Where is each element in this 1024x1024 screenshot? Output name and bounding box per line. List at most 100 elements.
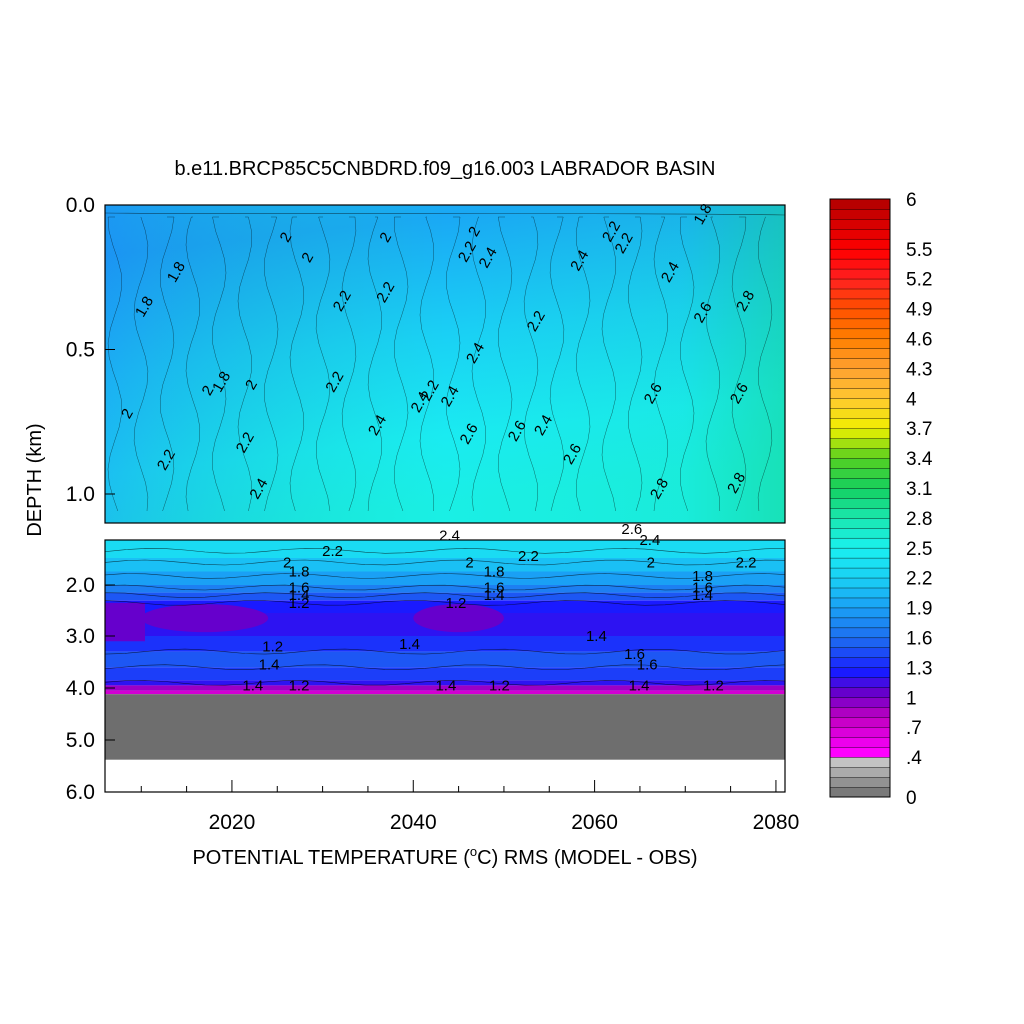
depth-band <box>105 651 785 668</box>
colorbar-label: 6 <box>906 190 917 211</box>
colorbar-box <box>829 268 891 280</box>
lower-panel-frame <box>104 539 786 793</box>
chart-title: b.e11.BRCP85C5CNBDRD.f09_g16.003 LABRADO… <box>175 158 716 180</box>
colorbar-box <box>829 776 891 788</box>
depth-band <box>105 636 785 652</box>
colorbar-label: 1.6 <box>906 629 932 650</box>
contour-line <box>471 216 486 512</box>
colorbar-box <box>829 617 891 629</box>
colorbar-box <box>829 727 891 738</box>
contour-label: 1.4 <box>259 657 280 674</box>
colorbar-box <box>829 766 891 778</box>
colorbar-box <box>829 418 891 429</box>
y-tick-label: 4.0 <box>66 677 95 700</box>
colorbar-box <box>829 697 891 708</box>
colorbar-label: 4.9 <box>906 300 932 321</box>
colorbar-box <box>829 587 891 599</box>
depth-band <box>105 667 785 681</box>
colorbar-box <box>829 378 891 389</box>
contour-label: 1.4 <box>586 628 607 645</box>
x-tick-label: 2020 <box>209 811 256 834</box>
contour-label: 1.4 <box>435 677 456 694</box>
colorbar-label: 3.7 <box>906 419 932 440</box>
contour-label: 1.2 <box>289 677 310 694</box>
contour-label: 1.4 <box>629 677 650 694</box>
contour-line <box>212 216 227 512</box>
contour-label: 1.4 <box>289 587 310 604</box>
colorbar-box <box>829 547 891 559</box>
colorbar: 6 5.5 5.2 4.9 4.6 4.3 4 3.7 3.4 3.1 2.8 2.5 2.2 1.9 1.… <box>829 190 933 809</box>
colorbar-box <box>829 497 891 509</box>
upper-panel-frame <box>104 204 786 524</box>
colorbar-box <box>829 677 891 688</box>
contour-line <box>757 216 773 512</box>
contour-label: 1.6 <box>624 646 645 663</box>
y-axis-label: DEPTH (km) <box>24 423 46 536</box>
colorbar-box <box>829 746 891 758</box>
contour-label: 1.6 <box>637 657 658 674</box>
colorbar-box <box>829 537 891 549</box>
contour-line <box>628 216 643 512</box>
contour-label: 1.4 <box>484 587 505 604</box>
y-tick-label: 2.0 <box>66 574 95 597</box>
contour-line <box>104 679 786 686</box>
contour-line <box>185 216 201 512</box>
colorbar-box <box>829 717 891 728</box>
depth-band <box>105 592 785 601</box>
colorbar-box <box>829 288 891 300</box>
lower-contour-labels: 21.81.61.41.22.21.21.41.4 1.21.42.421.81.… <box>242 521 756 694</box>
contour-line <box>264 216 279 512</box>
colorbar-box <box>829 248 891 260</box>
contour-line <box>705 216 721 512</box>
contour-label: 2.2 <box>322 543 343 560</box>
colorbar-box <box>829 218 891 230</box>
contour-line <box>104 573 786 579</box>
colorbar-box <box>829 308 891 320</box>
colorbar-labels: 6 5.5 5.2 4.9 4.6 4.3 4 3.7 3.4 3.1 2.8 2.5 2.2 1.9 1.… <box>906 190 933 809</box>
colorbar-box <box>829 557 891 569</box>
colorbar-label: 2.2 <box>906 569 932 590</box>
colorbar-box <box>829 607 891 619</box>
contour-label: 1.2 <box>489 677 510 694</box>
colorbar-label: 0 <box>906 788 917 809</box>
colorbar-box <box>829 707 891 718</box>
contour-line <box>104 547 786 554</box>
contour-line <box>104 212 786 216</box>
contour-line <box>679 216 695 512</box>
depth-band <box>105 571 785 585</box>
colorbar-box <box>829 687 891 698</box>
contour-line <box>159 216 175 512</box>
y-tick-label: 3.0 <box>66 625 95 648</box>
colorbar-label: 4.6 <box>906 330 932 351</box>
colorbar-box <box>829 198 891 210</box>
contour-line <box>104 592 786 599</box>
colorbar-box <box>829 527 891 539</box>
colorbar-box <box>829 368 891 379</box>
colorbar-box <box>829 467 891 479</box>
contour-label: 1.2 <box>445 595 466 612</box>
colorbar-box <box>829 487 891 499</box>
colorbar-label: 1 <box>906 688 917 709</box>
colorbar-box <box>829 597 891 609</box>
colorbar-box <box>829 398 891 409</box>
lower-panel: 21.81.61.41.22.21.21.41.4 1.21.42.421.81.… <box>66 521 799 834</box>
contour-line <box>549 216 565 512</box>
contour-label: 1.4 <box>399 636 420 653</box>
colorbar-box <box>829 408 891 419</box>
colorbar-box <box>829 756 891 768</box>
colorbar-box <box>829 577 891 589</box>
colorbar-box <box>829 208 891 220</box>
x-axis-label: POTENTIAL TEMPERATURE (oC) RMS (MODEL - … <box>192 844 697 869</box>
colorbar-box <box>829 637 891 649</box>
colorbar-box <box>829 278 891 290</box>
contour-label: 2.4 <box>439 528 460 545</box>
colorbar-box <box>829 667 891 678</box>
upper-y-axis: 0.0 0.5 1.0 <box>66 194 115 506</box>
colorbar-label: .4 <box>906 748 922 769</box>
colorbar-label: 5.5 <box>906 240 932 261</box>
colorbar-box <box>829 428 891 439</box>
colorbar-boxes <box>829 198 891 798</box>
y-tick-label: 0.0 <box>66 194 95 217</box>
colorbar-label: 5.2 <box>906 270 932 291</box>
colorbar-box <box>829 328 891 340</box>
